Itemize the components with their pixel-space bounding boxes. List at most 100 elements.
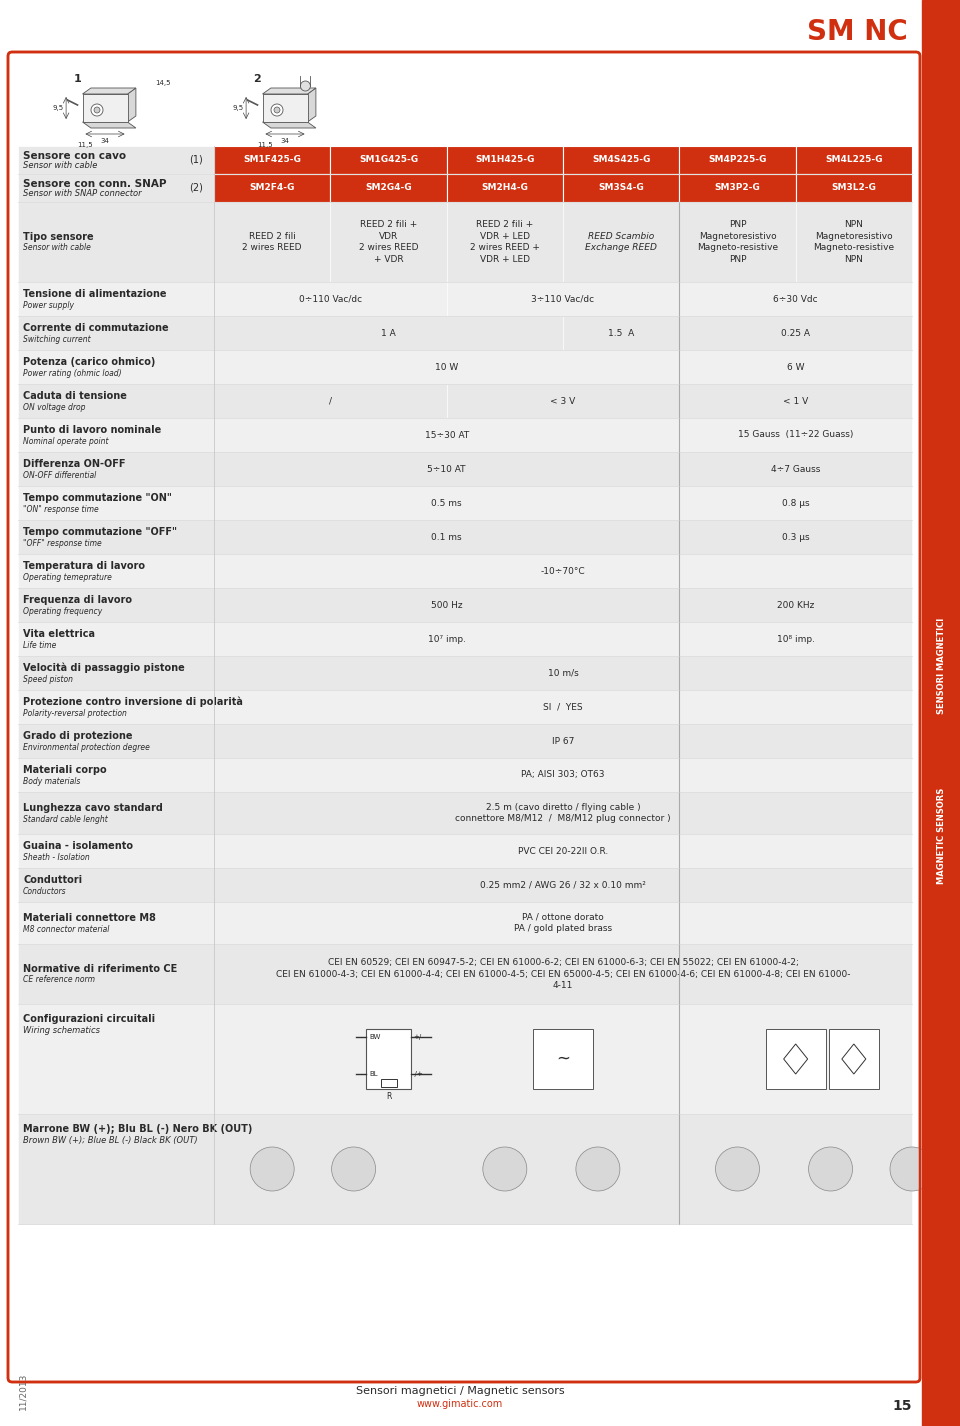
Bar <box>330 145 446 174</box>
Text: 1 A: 1 A <box>381 328 396 338</box>
Bar <box>18 690 214 724</box>
Text: REED Scambio
Exchange REED: REED Scambio Exchange REED <box>586 232 657 252</box>
Text: Speed piston: Speed piston <box>23 674 73 683</box>
Bar <box>214 834 912 868</box>
Text: Caduta di tensione: Caduta di tensione <box>23 391 127 401</box>
Circle shape <box>300 81 310 91</box>
Bar <box>18 903 214 944</box>
Text: PA / ottone dorato
PA / gold plated brass: PA / ottone dorato PA / gold plated bras… <box>514 913 612 933</box>
Text: MAGNETIC SENSORS: MAGNETIC SENSORS <box>937 789 946 884</box>
Text: Configurazioni circuitali: Configurazioni circuitali <box>23 1014 156 1024</box>
Text: SM1H425-G: SM1H425-G <box>475 155 535 164</box>
Bar <box>214 520 680 553</box>
Bar <box>214 656 912 690</box>
Text: Sensor with cable: Sensor with cable <box>23 244 91 252</box>
Bar <box>680 349 912 384</box>
Text: 9,5: 9,5 <box>233 106 244 111</box>
Bar <box>18 791 214 834</box>
Text: Standard cable lenght: Standard cable lenght <box>23 814 108 823</box>
Text: 15 Gauss  (11÷22 Guass): 15 Gauss (11÷22 Guass) <box>738 431 853 439</box>
Circle shape <box>483 1147 527 1191</box>
Text: Potenza (carico ohmico): Potenza (carico ohmico) <box>23 356 156 366</box>
Text: 0.1 ms: 0.1 ms <box>431 532 462 542</box>
Text: SM4S425-G: SM4S425-G <box>592 155 650 164</box>
Bar <box>18 1114 214 1224</box>
Polygon shape <box>128 88 136 123</box>
Text: 10 m/s: 10 m/s <box>547 669 578 677</box>
Text: Operating temeprature: Operating temeprature <box>23 572 112 582</box>
Text: SM2H4-G: SM2H4-G <box>481 184 528 193</box>
Text: Life time: Life time <box>23 640 57 649</box>
Text: Brown BW (+); Blue BL (-) Black BK (OUT): Brown BW (+); Blue BL (-) Black BK (OUT) <box>23 1137 198 1145</box>
Text: Wiring schematics: Wiring schematics <box>23 1025 100 1035</box>
Circle shape <box>271 104 283 116</box>
Text: ON voltage drop: ON voltage drop <box>23 402 85 412</box>
Text: REED 2 fili
2 wires REED: REED 2 fili 2 wires REED <box>243 232 301 252</box>
Bar <box>446 174 563 202</box>
Bar <box>446 145 563 174</box>
Bar <box>680 418 912 452</box>
Bar <box>214 553 912 588</box>
Bar <box>214 452 680 486</box>
Text: Protezione contro inversione di polarità: Protezione contro inversione di polarità <box>23 697 243 707</box>
Bar <box>18 622 214 656</box>
Text: PVC CEI 20-22II O.R.: PVC CEI 20-22II O.R. <box>517 847 608 856</box>
Text: www.gimatic.com: www.gimatic.com <box>417 1399 503 1409</box>
Polygon shape <box>83 123 136 128</box>
Bar <box>18 834 214 868</box>
Text: Conductors: Conductors <box>23 887 66 896</box>
Bar <box>563 317 680 349</box>
Circle shape <box>808 1147 852 1191</box>
Text: Punto di lavoro nominale: Punto di lavoro nominale <box>23 425 161 435</box>
Text: 10⁷ imp.: 10⁷ imp. <box>427 635 466 643</box>
Bar <box>214 690 912 724</box>
Text: 15: 15 <box>893 1399 912 1413</box>
Bar <box>380 1079 396 1087</box>
Bar <box>18 868 214 903</box>
Text: 0.25 A: 0.25 A <box>781 328 810 338</box>
Bar <box>533 1030 593 1089</box>
Bar <box>18 520 214 553</box>
Bar <box>214 903 912 944</box>
Circle shape <box>331 1147 375 1191</box>
Text: Sensori magnetici / Magnetic sensors: Sensori magnetici / Magnetic sensors <box>356 1386 564 1396</box>
Bar <box>796 202 912 282</box>
Text: +/-: +/- <box>413 1034 423 1040</box>
Polygon shape <box>307 88 316 123</box>
Text: NPN
Magnetoresistivo
Magneto-resistive
NPN: NPN Magnetoresistivo Magneto-resistive N… <box>813 221 895 264</box>
Text: Tensione di alimentazione: Tensione di alimentazione <box>23 289 166 299</box>
Text: 0.3 μs: 0.3 μs <box>781 532 809 542</box>
Text: Lunghezza cavo standard: Lunghezza cavo standard <box>23 803 163 813</box>
FancyBboxPatch shape <box>8 51 920 1382</box>
Text: Conduttori: Conduttori <box>23 876 83 886</box>
Bar <box>18 486 214 520</box>
Text: R: R <box>386 1092 391 1101</box>
Text: CEI EN 60529; CEI EN 60947-5-2; CEI EN 61000-6-2; CEI EN 61000-6-3; CEI EN 55022: CEI EN 60529; CEI EN 60947-5-2; CEI EN 6… <box>276 958 851 990</box>
Bar <box>828 1030 878 1089</box>
Text: Sensore con cavo: Sensore con cavo <box>23 151 126 161</box>
Text: Sensore con conn. SNAP: Sensore con conn. SNAP <box>23 180 166 190</box>
Bar <box>214 791 912 834</box>
Bar <box>214 759 912 791</box>
Text: "OFF" response time: "OFF" response time <box>23 539 102 548</box>
Bar <box>330 202 446 282</box>
Bar <box>446 202 563 282</box>
Text: Corrente di commutazione: Corrente di commutazione <box>23 324 169 334</box>
Bar <box>563 174 680 202</box>
Bar <box>214 418 680 452</box>
Text: Velocità di passaggio pistone: Velocità di passaggio pistone <box>23 663 184 673</box>
Text: < 1 V: < 1 V <box>783 396 808 405</box>
Text: Body materials: Body materials <box>23 777 81 786</box>
Text: SM3P2-G: SM3P2-G <box>714 184 760 193</box>
Text: 0.25 mm2 / AWG 26 / 32 x 0.10 mm²: 0.25 mm2 / AWG 26 / 32 x 0.10 mm² <box>480 880 646 890</box>
Text: (2): (2) <box>189 183 203 193</box>
Bar <box>796 174 912 202</box>
Polygon shape <box>262 88 316 94</box>
Text: Frequenza di lavoro: Frequenza di lavoro <box>23 595 132 605</box>
Bar <box>18 418 214 452</box>
Text: REED 2 fili +
VDR
2 wires REED
+ VDR: REED 2 fili + VDR 2 wires REED + VDR <box>359 221 419 264</box>
Bar <box>680 452 912 486</box>
Text: -10÷70°C: -10÷70°C <box>540 566 586 576</box>
Text: Normative di riferimento CE: Normative di riferimento CE <box>23 964 178 974</box>
Text: ~: ~ <box>556 1050 570 1068</box>
